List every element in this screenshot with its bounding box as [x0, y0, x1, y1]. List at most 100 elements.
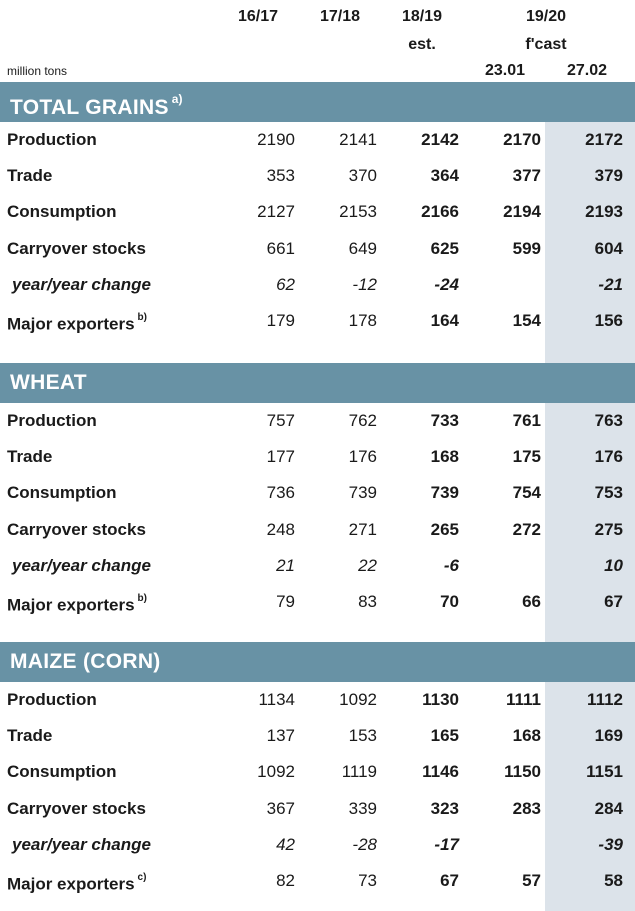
row-label: Major exporters b) [7, 312, 147, 334]
table-row: Trade 177 176 168 175 176 [0, 439, 635, 475]
table-cell: 154 [512, 311, 541, 330]
row-label: year/year change [12, 555, 151, 575]
table-cell: 367 [266, 798, 295, 818]
table-cell: -21 [598, 274, 623, 294]
section-footnote-marker: a) [171, 92, 183, 106]
table-cell: 2193 [585, 202, 623, 222]
table-cell: 762 [348, 411, 377, 430]
table-cell: 2153 [339, 202, 377, 222]
table-cell: 753 [594, 483, 623, 503]
table-cell: -17 [434, 834, 459, 854]
row-footnote-marker: b) [137, 593, 147, 604]
table-cell: 21 [276, 555, 295, 575]
table-row: Carryover stocks 248 271 265 272 275 [0, 512, 635, 548]
row-label: Consumption [7, 483, 117, 503]
table-cell: 1092 [257, 762, 295, 782]
header-col-1920: 19/20 [525, 8, 567, 25]
forecast-column-highlight [545, 122, 635, 911]
table-cell: 353 [266, 166, 295, 186]
table-cell: -24 [434, 274, 459, 294]
section-title: TOTAL GRAINS [10, 96, 169, 119]
table-cell: 661 [266, 238, 295, 258]
table-cell: -28 [352, 834, 377, 854]
table-cell: 79 [276, 592, 295, 611]
table-cell: 83 [358, 592, 377, 611]
table-row: year/year change 62 -12 -24 -21 [0, 267, 635, 303]
table-cell: 2141 [339, 130, 377, 149]
table-cell: 379 [594, 166, 623, 186]
header-col-1920-fcast: f'cast [525, 36, 567, 53]
table-cell: 22 [358, 555, 377, 575]
table-row: Production 2190 2141 2142 2170 2172 [0, 122, 635, 158]
table-cell: 1146 [422, 762, 459, 782]
table-cell: 739 [430, 483, 459, 503]
table-row: Consumption 736 739 739 754 753 [0, 475, 635, 511]
table-cell: 265 [430, 519, 459, 539]
header-date-2301: 23.01 [484, 62, 526, 79]
section-header: WHEAT [0, 363, 635, 403]
row-label: year/year change [12, 834, 151, 854]
table-cell: 156 [594, 311, 623, 330]
table-cell: 271 [348, 519, 377, 539]
row-label: Trade [7, 166, 53, 186]
table-cell: 323 [430, 798, 459, 818]
table-cell: 2194 [503, 202, 541, 222]
table-cell: 67 [440, 871, 459, 890]
table-cell: 137 [266, 726, 295, 746]
table-cell: 736 [266, 483, 295, 503]
table-cell: 1112 [587, 690, 623, 709]
table-cell: 62 [276, 274, 295, 294]
table-cell: 175 [512, 447, 541, 467]
row-label: Major exporters b) [7, 593, 147, 615]
row-label: Trade [7, 726, 53, 746]
row-footnote-marker: b) [137, 312, 147, 323]
header-col-1617: 16/17 [237, 8, 279, 25]
table-cell: -6 [443, 555, 459, 575]
header-date-2702: 27.02 [566, 62, 608, 79]
table-cell: 176 [594, 447, 623, 467]
table-cell: 733 [430, 411, 459, 430]
table-cell: 2127 [257, 202, 295, 222]
table-cell: 10 [604, 555, 623, 575]
table-row: Trade 137 153 165 168 169 [0, 718, 635, 754]
table-cell: 73 [358, 871, 377, 890]
table-cell: 1151 [586, 762, 623, 782]
table-cell: 2170 [503, 130, 541, 149]
table-row: Carryover stocks 367 339 323 283 284 [0, 791, 635, 827]
table-cell: 58 [604, 871, 623, 890]
table-cell: 168 [512, 726, 541, 746]
table-row: Production 1134 1092 1130 1111 1112 [0, 682, 635, 718]
table-cell: 754 [512, 483, 541, 503]
row-label: Production [7, 690, 97, 709]
table-cell: 248 [266, 519, 295, 539]
table-cell: 599 [512, 238, 541, 258]
table-cell: 364 [430, 166, 459, 186]
table-cell: 604 [594, 238, 623, 258]
row-label: Carryover stocks [7, 519, 146, 539]
table-cell: 284 [594, 798, 623, 818]
table-cell: 179 [266, 311, 295, 330]
table-cell: 1111 [505, 690, 541, 709]
table-cell: 2172 [585, 130, 623, 149]
row-label: year/year change [12, 274, 151, 294]
table-cell: 153 [348, 726, 377, 746]
table-cell: 2166 [421, 202, 459, 222]
table-cell: 757 [266, 411, 295, 430]
table-cell: 1150 [504, 762, 541, 782]
unit-label: million tons [7, 64, 68, 78]
table-cell: 625 [430, 238, 459, 258]
table-cell: 1130 [422, 690, 459, 709]
table-row: Production 757 762 733 761 763 [0, 403, 635, 439]
header-col-1819-est: est. [408, 36, 436, 53]
table-cell: 339 [348, 798, 377, 818]
table-row: year/year change 42 -28 -17 -39 [0, 827, 635, 863]
section-header: MAIZE (CORN) [0, 642, 635, 682]
table-row: Major exporters c) 82 73 67 57 58 [0, 863, 635, 899]
table-cell: -39 [598, 834, 623, 854]
table-cell: 178 [348, 311, 377, 330]
row-label: Carryover stocks [7, 238, 146, 258]
table-cell: 67 [604, 592, 623, 611]
table-cell: 649 [348, 238, 377, 258]
row-label: Trade [7, 447, 53, 467]
row-label: Consumption [7, 762, 117, 782]
